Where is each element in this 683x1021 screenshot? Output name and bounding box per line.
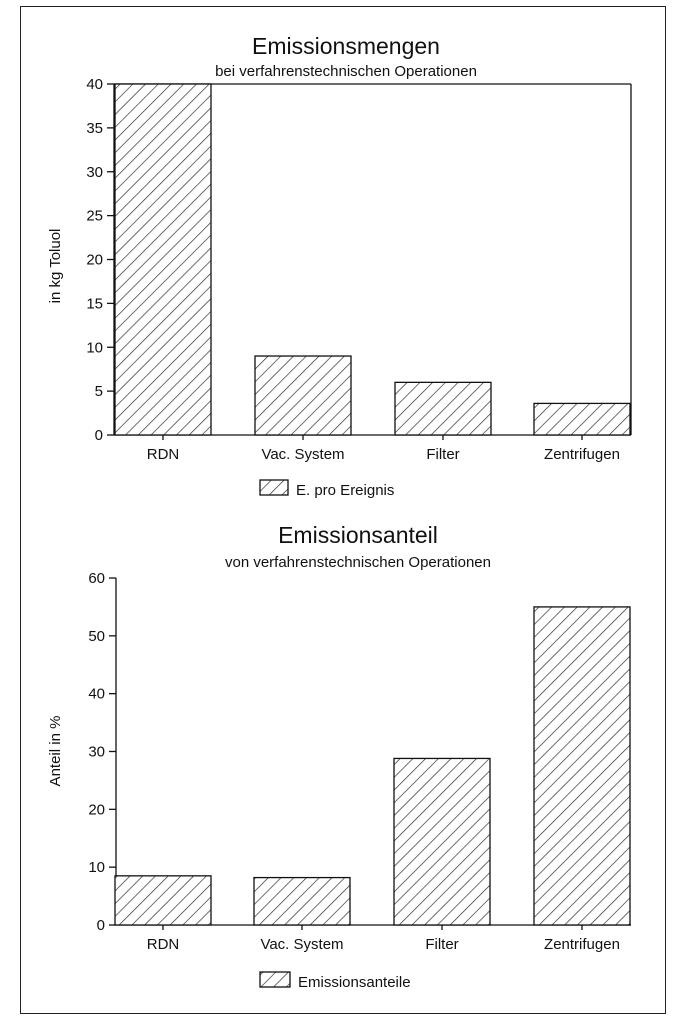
chart2-ytick-label: 0 — [97, 917, 105, 934]
chart2-title: Emissionsanteil — [278, 522, 438, 548]
chart1-ytick-label: 20 — [86, 252, 103, 269]
chart1-ylabel: in kg Toluol — [47, 229, 64, 304]
chart1-ytick-label: 35 — [86, 120, 103, 137]
chart2-ytick-label: 10 — [88, 859, 105, 876]
chart2-legend-label: Emissionsanteile — [298, 974, 411, 991]
chart1-subtitle: bei verfahrenstechnischen Operationen — [215, 63, 477, 80]
figure-frame — [20, 6, 666, 1014]
chart1-ytick-label: 0 — [95, 427, 103, 444]
chart1-legend-label: E. pro Ereignis — [296, 482, 394, 499]
chart2-category-label: Zentrifugen — [544, 936, 620, 953]
chart1-legend-swatch — [259, 479, 289, 496]
chart2-bar — [393, 757, 491, 926]
chart2-bar — [114, 875, 212, 926]
chart2-ytick-label: 50 — [88, 628, 105, 645]
chart2-category-label: Vac. System — [260, 936, 343, 953]
chart2-ytick-label: 40 — [88, 686, 105, 703]
chart1-title: Emissionsmengen — [252, 33, 440, 59]
chart2-legend-swatch — [259, 971, 291, 988]
chart2-category-label: RDN — [147, 936, 180, 953]
chart2-bar — [253, 876, 351, 926]
chart1-plot-area: 0 5 10 15 20 25 30 35 40 RDN Vac. System Filter Zent… — [86, 76, 632, 496]
chart1-category-label: Vac. System — [261, 446, 344, 463]
chart2-category-label: Filter — [425, 936, 458, 953]
chart1-ytick-label: 10 — [86, 339, 103, 356]
chart2-ytick-label: 30 — [88, 744, 105, 761]
chart1-bar — [394, 381, 492, 436]
chart1-ytick-label: 40 — [86, 76, 103, 93]
chart2-ytick-label: 60 — [88, 570, 105, 587]
chart1-bar — [114, 83, 212, 436]
chart1-ytick-label: 30 — [86, 164, 103, 181]
chart2-subtitle: von verfahrenstechnischen Operationen — [225, 554, 491, 571]
chart1-category-label: Filter — [426, 446, 459, 463]
chart2-plot-area: 0 10 20 30 40 50 60 RDN Vac. System Filter Zentrif… — [88, 570, 631, 988]
chart1-ytick-label: 25 — [86, 208, 103, 225]
chart1-bar — [254, 355, 352, 436]
chart1-bar — [533, 402, 631, 436]
chart2-ytick-label: 20 — [88, 801, 105, 818]
chart1-category-label: RDN — [147, 446, 180, 463]
chart2-ylabel: Anteil in % — [47, 716, 64, 787]
chart1-category-label: Zentrifugen — [544, 446, 620, 463]
chart1-ytick-label: 5 — [95, 383, 103, 400]
chart1-ytick-label: 15 — [86, 295, 103, 312]
chart2-bar — [533, 606, 631, 926]
